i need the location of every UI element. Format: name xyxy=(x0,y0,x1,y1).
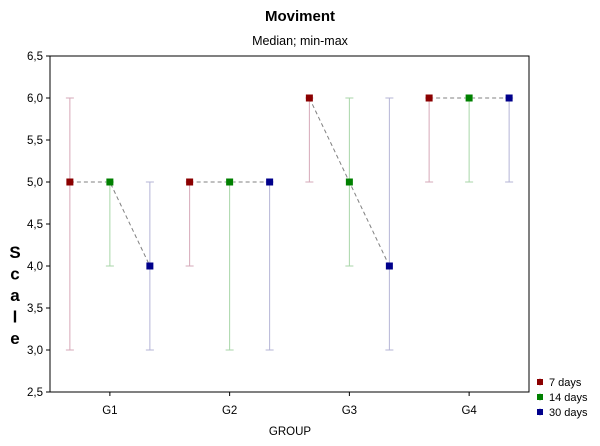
median-point xyxy=(66,178,74,186)
y-tick-label: 5,5 xyxy=(27,135,43,147)
median-point xyxy=(266,178,274,186)
y-tick-label: 5,0 xyxy=(27,177,43,189)
median-point xyxy=(465,94,473,102)
y-axis-label-char: e xyxy=(10,329,19,348)
legend-marker xyxy=(537,394,543,400)
legend-marker xyxy=(537,379,543,385)
median-point xyxy=(226,178,234,186)
median-point xyxy=(425,94,433,102)
legend: 7 days 14 days 30 days xyxy=(537,377,588,419)
y-tick-label: 2,5 xyxy=(27,387,43,399)
y-tick-label: 3,5 xyxy=(27,303,43,315)
y-tick-label: 6,0 xyxy=(27,93,43,105)
median-point xyxy=(345,178,353,186)
legend-label: 7 days xyxy=(549,377,582,389)
x-tick-label: G3 xyxy=(342,405,357,417)
y-tick-label: 4,5 xyxy=(27,219,43,231)
x-tick-label: G2 xyxy=(222,405,237,417)
y-axis-label-char: l xyxy=(13,308,18,327)
y-axis-label-char: c xyxy=(10,265,19,284)
x-tick-label: G4 xyxy=(461,405,477,417)
plot-marks xyxy=(65,94,514,351)
x-axis: G1 G2 G3 G4 xyxy=(102,392,477,417)
y-axis-label-char: a xyxy=(10,286,20,305)
median-point xyxy=(146,262,154,270)
y-tick-label: 3,0 xyxy=(27,345,43,357)
median-point xyxy=(505,94,513,102)
x-axis-label: GROUP xyxy=(269,426,312,438)
plot-frame xyxy=(49,55,530,393)
x-tick-label: G1 xyxy=(102,405,117,417)
median-point xyxy=(186,178,194,186)
chart-subtitle: Median; min-max xyxy=(252,34,349,48)
median-point xyxy=(305,94,313,102)
legend-label: 30 days xyxy=(549,407,588,419)
y-tick-label: 4,0 xyxy=(27,261,43,273)
y-tick-label: 6,5 xyxy=(27,51,43,63)
legend-marker xyxy=(537,409,543,415)
median-point xyxy=(385,262,393,270)
y-axis-label-char: S xyxy=(9,243,20,262)
legend-label: 14 days xyxy=(549,392,588,404)
chart-title: Moviment xyxy=(265,8,335,25)
y-axis: 2,5 3,0 3,5 4,0 4,5 5,0 5,5 6,0 6,5 xyxy=(27,51,50,399)
median-point xyxy=(106,178,114,186)
